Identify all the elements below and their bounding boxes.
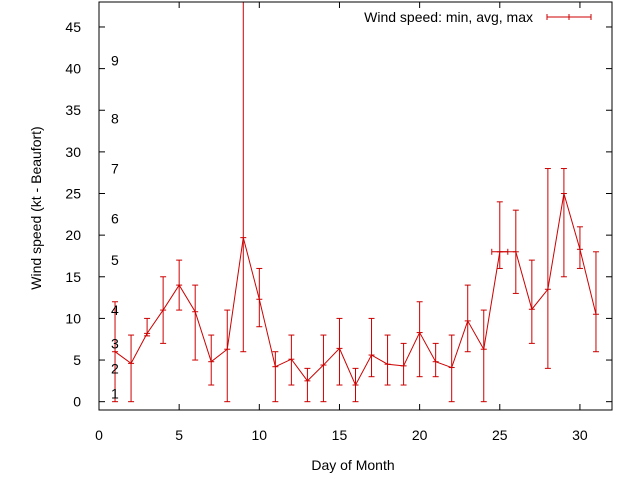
y-tick-label: 20	[65, 227, 81, 243]
x-tick-label: 25	[492, 427, 508, 443]
beaufort-label: 3	[111, 335, 119, 351]
y-tick-label: 25	[65, 186, 81, 202]
x-tick-label: 0	[95, 427, 103, 443]
y-tick-label: 45	[65, 19, 81, 35]
beaufort-label: 4	[111, 302, 119, 318]
y-tick-label: 35	[65, 102, 81, 118]
beaufort-label: 7	[111, 161, 119, 177]
legend: Wind speed: min, avg, max	[364, 9, 592, 25]
plot-frame	[98, 1, 613, 411]
y-tick-label: 15	[65, 269, 81, 285]
beaufort-label: 5	[111, 252, 119, 268]
y-tick-label: 40	[65, 61, 81, 77]
legend-label: Wind speed: min, avg, max	[364, 9, 533, 25]
y-tick-label: 0	[73, 394, 81, 410]
beaufort-label: 2	[111, 360, 119, 376]
x-tick-label: 5	[175, 427, 183, 443]
x-tick-label: 20	[412, 427, 428, 443]
data-layer	[112, 1, 599, 403]
y-tick-label: 5	[73, 352, 81, 368]
x-axis: 0 5 10 15 20 25 30	[95, 2, 588, 443]
series-line	[114, 193, 597, 387]
y-tick-label: 10	[65, 310, 81, 326]
x-tick-label: 10	[252, 427, 268, 443]
x-axis-label: Day of Month	[311, 457, 394, 473]
y-axis-label: Wind speed (kt - Beaufort)	[28, 126, 44, 289]
x-tick-label: 15	[332, 427, 348, 443]
beaufort-label: 6	[111, 210, 119, 226]
y-tick-label: 30	[65, 144, 81, 160]
beaufort-label: 1	[111, 385, 119, 401]
x-tick-label: 30	[572, 427, 588, 443]
beaufort-label: 9	[111, 52, 119, 68]
beaufort-label: 8	[111, 111, 119, 127]
beaufort-scale: 1 2 3 4 5 6 7 8 9	[111, 52, 119, 401]
